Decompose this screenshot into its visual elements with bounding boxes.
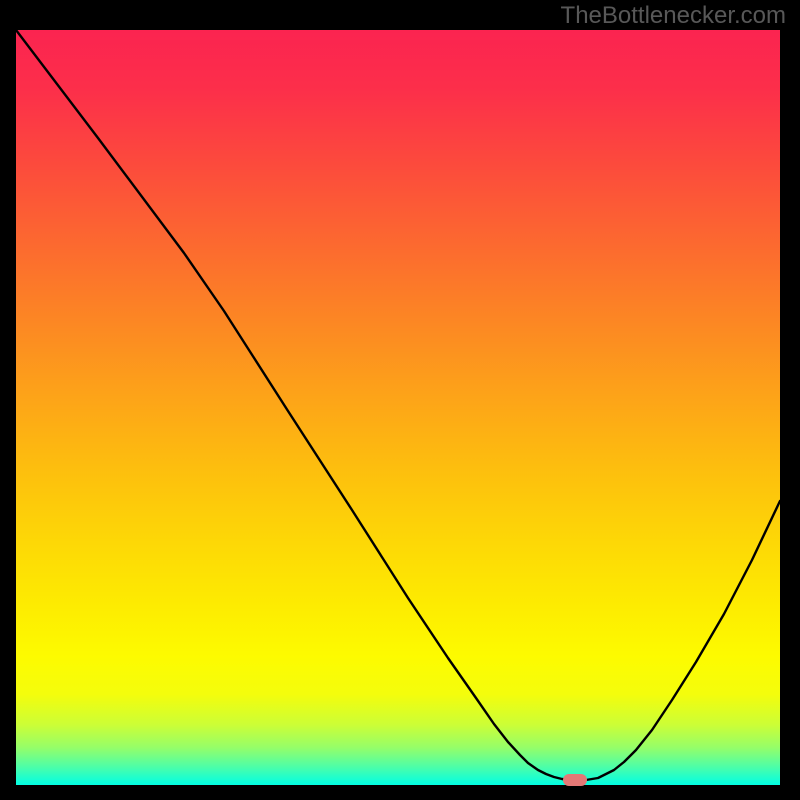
chart-root: TheBottlenecker.com [0, 0, 800, 800]
curve-path [16, 30, 780, 780]
plot-area [16, 30, 780, 785]
optimal-point-marker [563, 774, 587, 786]
watermark-text: TheBottlenecker.com [561, 2, 786, 30]
bottleneck-curve [16, 30, 780, 785]
